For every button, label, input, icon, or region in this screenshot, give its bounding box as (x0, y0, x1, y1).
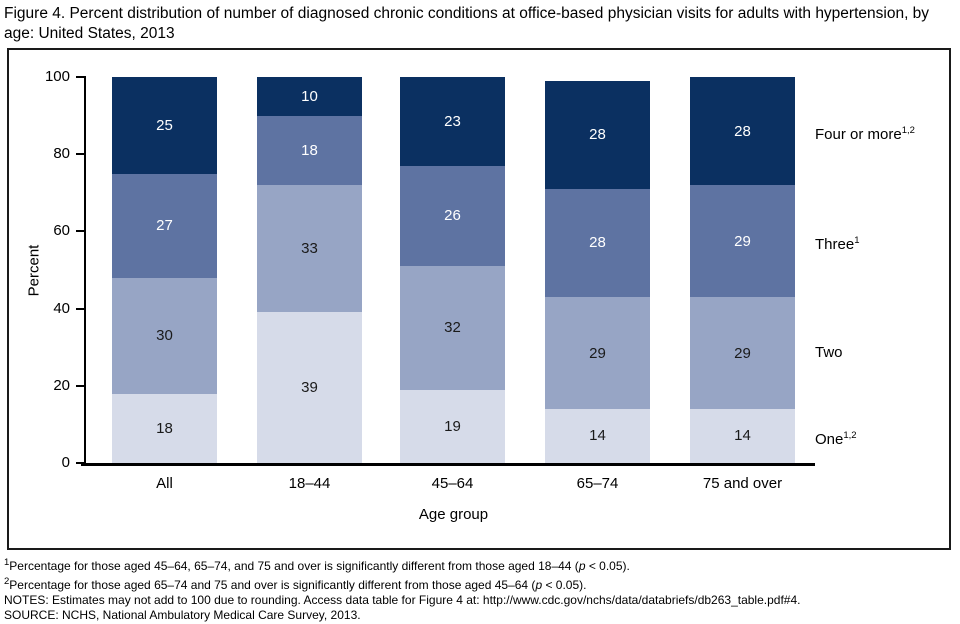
y-tick-mark (76, 307, 86, 310)
segment-value: 23 (444, 112, 461, 130)
x-tick-label: 45–64 (431, 475, 474, 492)
y-tick-label: 100 (44, 68, 70, 85)
footnote-2: 2Percentage for those aged 65–74 and 75 … (4, 576, 587, 592)
segment-four-or-more: 25 (112, 77, 217, 174)
x-tick-label: All (156, 475, 173, 492)
bar-75-and-over: 14 29 29 28 (690, 77, 795, 463)
y-tick-label: 20 (53, 376, 70, 394)
segment-three: 18 (257, 115, 362, 186)
segment-one: 14 (545, 408, 650, 463)
figure-title: Figure 4. Percent distribution of number… (4, 5, 930, 42)
segment-four-or-more: 23 (400, 77, 505, 166)
segment-value: 10 (301, 87, 318, 105)
footnote-2-sup: 2 (4, 576, 10, 587)
segment-three: 26 (400, 165, 505, 267)
plot-area: Percent Age group 0 20 40 60 80 100 18 30 27 25 Al… (26, 68, 915, 523)
footnote-1-sup: 1 (4, 557, 10, 568)
notes-line: NOTES: Estimates may not add to 100 due … (4, 593, 801, 607)
x-axis-title: Age group (418, 506, 489, 523)
segment-two: 30 (112, 277, 217, 394)
segment-value: 18 (156, 419, 173, 437)
bar-all: 18 30 27 25 (112, 77, 217, 463)
x-tick-label: 75 and over (702, 475, 783, 492)
series-label-two: Two (815, 343, 843, 363)
segment-three: 29 (690, 185, 795, 298)
segment-one: 39 (257, 312, 362, 463)
segment-value: 28 (734, 122, 751, 140)
y-tick-label: 60 (53, 222, 70, 240)
series-label-text: Two (815, 343, 843, 361)
segment-value: 18 (301, 141, 318, 159)
segment-value: 19 (444, 417, 461, 435)
y-tick-mark (76, 153, 86, 156)
footnotes: 1Percentage for those aged 45–64, 65–74,… (4, 555, 956, 623)
x-axis-line (81, 463, 815, 466)
series-label-sup: 1,2 (901, 125, 915, 137)
segment-four-or-more: 10 (257, 77, 362, 116)
segment-value: 39 (301, 379, 318, 397)
bar-45–64: 19 32 26 23 (400, 77, 505, 463)
series-label-four-or-more: Four or more1,2 (815, 121, 915, 145)
segment-value: 14 (589, 427, 606, 445)
series-label-text: Three (815, 236, 855, 254)
segment-value: 32 (444, 319, 461, 337)
segment-value: 28 (589, 126, 606, 144)
chart-frame: Percent Age group 0 20 40 60 80 100 18 30 27 25 Al… (7, 48, 951, 550)
segment-one: 19 (400, 389, 505, 463)
segment-value: 25 (156, 116, 173, 134)
segment-value: 29 (734, 344, 751, 362)
segment-two: 33 (257, 185, 362, 313)
segment-value: 27 (156, 217, 173, 235)
segment-four-or-more: 28 (545, 80, 650, 189)
bar-18–44: 39 33 18 10 (257, 77, 362, 463)
y-tick-mark (76, 384, 86, 387)
segment-value: 28 (589, 234, 606, 252)
y-axis-line (84, 76, 86, 464)
segment-value: 30 (156, 327, 173, 345)
segment-one: 14 (690, 408, 795, 463)
segment-four-or-more: 28 (690, 77, 795, 186)
y-tick-mark (76, 230, 86, 233)
segment-value: 26 (444, 207, 461, 225)
y-tick-label: 0 (61, 454, 70, 471)
x-tick-label: 18–44 (288, 475, 331, 492)
segment-two: 29 (690, 297, 795, 409)
segment-value: 33 (301, 240, 318, 258)
x-tick-label: 65–74 (576, 475, 619, 492)
segment-one: 18 (112, 393, 217, 463)
series-label-text: One (815, 430, 844, 448)
series-label-sup: 1 (854, 235, 860, 247)
source-line: SOURCE: NCHS, National Ambulatory Medica… (4, 608, 361, 622)
y-tick-mark (76, 462, 86, 464)
y-axis-title-text: Percent (25, 244, 43, 296)
series-label-one: One1,2 (815, 426, 857, 450)
segment-value: 14 (734, 427, 751, 445)
series-label-text: Four or more (815, 126, 902, 144)
bar-65–74: 14 29 28 28 (545, 77, 650, 463)
segment-two: 32 (400, 266, 505, 390)
y-tick-mark (76, 76, 86, 78)
y-tick-label: 40 (53, 299, 70, 317)
series-label-three: Three1 (815, 231, 859, 255)
y-axis-title: Percent (24, 77, 44, 463)
series-label-sup: 1,2 (843, 429, 857, 441)
segment-two: 29 (545, 297, 650, 409)
segment-three: 27 (112, 173, 217, 278)
segment-value: 29 (734, 232, 751, 250)
footnote-1: 1Percentage for those aged 45–64, 65–74,… (4, 557, 630, 573)
y-tick-label: 80 (53, 145, 70, 163)
segment-value: 29 (589, 344, 606, 362)
segment-three: 28 (545, 188, 650, 298)
